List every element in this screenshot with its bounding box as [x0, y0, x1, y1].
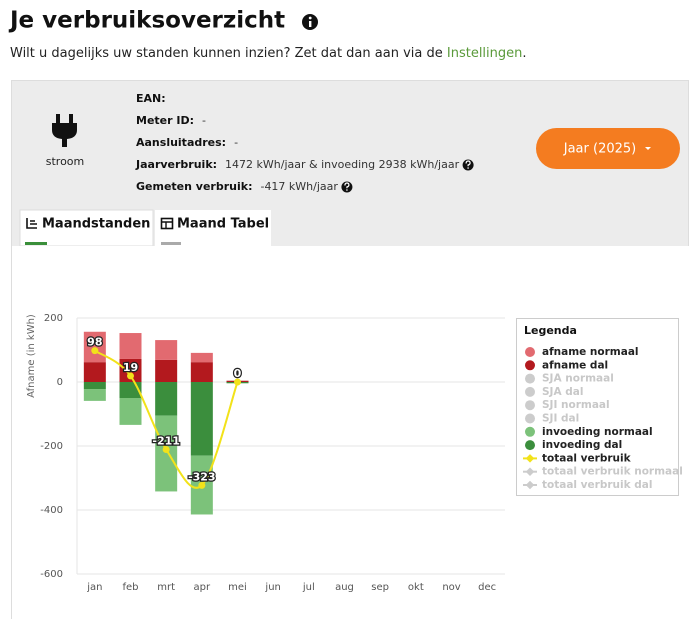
- tab-label: Maand Tabel: [177, 217, 269, 232]
- legend-marker: [525, 426, 535, 437]
- point: [234, 378, 241, 386]
- year-button-label: Jaar (2025): [563, 142, 636, 157]
- legend-marker: [525, 454, 535, 463]
- legend-marker: [525, 413, 535, 424]
- y-tick-label: -200: [40, 441, 63, 452]
- x-tick-label: feb: [122, 582, 138, 593]
- legend-label[interactable]: SJA normaal: [542, 373, 614, 385]
- tab-icon: [160, 217, 174, 230]
- data-label: -211: [152, 435, 180, 448]
- field-label: Jaarverbruik:: [135, 158, 217, 171]
- settings-link[interactable]: Instellingen: [447, 46, 523, 61]
- legend: [516, 318, 679, 496]
- bar: [119, 358, 142, 382]
- x-tick-label: sep: [371, 582, 389, 593]
- year-button[interactable]: [536, 128, 680, 169]
- legend-label[interactable]: invoeding dal: [542, 439, 622, 451]
- bar: [83, 382, 106, 390]
- legend-label[interactable]: afname normaal: [542, 346, 639, 358]
- point: [127, 372, 134, 380]
- field-value: -: [234, 136, 238, 149]
- bar: [155, 382, 178, 416]
- bar: [119, 398, 142, 425]
- bar: [83, 389, 106, 401]
- legend-marker: [525, 386, 535, 397]
- page-title: Je verbruiksoverzicht: [8, 8, 285, 34]
- x-tick-label: jan: [86, 582, 102, 593]
- legend-marker: [525, 480, 535, 490]
- legend-title: Legenda: [524, 324, 577, 337]
- x-tick-label: okt: [408, 582, 424, 593]
- x-tick-label: mei: [228, 582, 247, 593]
- tab-underline: [25, 242, 47, 245]
- legend-marker: [525, 467, 535, 476]
- point: [91, 347, 99, 355]
- legend-marker: [525, 360, 535, 371]
- legend-label[interactable]: totaal verbruik: [542, 452, 632, 464]
- help-glyph: [344, 182, 350, 189]
- y-tick-label: 0: [57, 377, 63, 388]
- point: [162, 446, 170, 454]
- field-label: Gemeten verbruik:: [136, 180, 252, 193]
- tab-active[interactable]: [19, 209, 154, 247]
- data-label: -323: [188, 470, 216, 483]
- bar: [190, 352, 213, 363]
- legend-marker: [525, 373, 535, 384]
- subtitle: Wilt u dagelijks uw standen kunnen inzie…: [10, 46, 527, 61]
- x-tick-label: jun: [264, 582, 280, 593]
- tab-label: Maandstanden: [42, 217, 150, 232]
- x-tick-label: apr: [194, 582, 211, 593]
- legend-marker: [525, 347, 535, 357]
- data-label: 19: [123, 361, 138, 374]
- field-value: -: [202, 114, 206, 127]
- y-axis-title: Afname (in kWh): [26, 314, 37, 398]
- field-label: Meter ID:: [136, 114, 194, 127]
- field-value: -417 kWh/jaar: [260, 180, 338, 193]
- x-tick-label: mrt: [157, 582, 175, 593]
- legend-label[interactable]: SJA dal: [542, 386, 583, 398]
- legend-label[interactable]: SJI normaal: [542, 399, 610, 411]
- field-label: EAN:: [136, 92, 166, 105]
- help-dot: [346, 189, 348, 191]
- bar: [155, 359, 178, 382]
- tab-icon: [162, 221, 172, 228]
- y-tick-label: 200: [44, 313, 63, 324]
- x-tick-label: dec: [478, 582, 496, 593]
- data-label: 98: [87, 336, 102, 349]
- bar: [190, 362, 213, 382]
- field-value: 1472 kWh/jaar & invoeding 2938 kWh/jaar: [225, 158, 460, 171]
- field-label: Aansluitadres:: [136, 136, 226, 149]
- legend-marker: [525, 440, 535, 451]
- data-label: 0: [234, 367, 242, 380]
- tab[interactable]: [155, 210, 271, 246]
- legend-marker: [525, 400, 535, 411]
- tab-icon: [26, 218, 37, 229]
- point: [198, 481, 206, 489]
- plug-icon: [52, 114, 77, 147]
- help-dot: [467, 167, 469, 169]
- y-tick-label: -600: [40, 569, 63, 580]
- x-tick-label: nov: [442, 582, 460, 593]
- legend-label[interactable]: afname dal: [542, 359, 608, 371]
- x-tick-label: aug: [335, 582, 354, 593]
- info-icon[interactable]: [302, 14, 318, 30]
- bar: [119, 333, 142, 359]
- help-glyph: [465, 160, 471, 167]
- bar: [155, 415, 178, 492]
- meter-kind: stroom: [46, 155, 85, 168]
- tab-underline: [161, 242, 181, 245]
- legend-label[interactable]: SJI dal: [542, 413, 579, 425]
- legend-label[interactable]: invoeding normaal: [542, 426, 653, 438]
- bar: [83, 362, 106, 382]
- bar: [190, 382, 213, 456]
- y-tick-label: -400: [40, 505, 63, 516]
- caret: [645, 147, 651, 150]
- bar: [155, 340, 178, 360]
- legend-label[interactable]: totaal verbruik dal: [542, 479, 652, 491]
- legend-label[interactable]: totaal verbruik normaal: [542, 466, 683, 478]
- x-tick-label: jul: [302, 582, 315, 593]
